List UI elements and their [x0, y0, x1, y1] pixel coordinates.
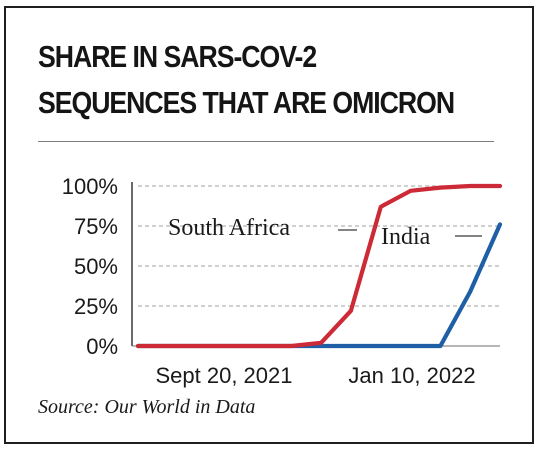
chart-title-line-1: SHARE IN SARS-COV-2 — [38, 39, 317, 74]
series-line-india — [135, 222, 503, 349]
series-label-india: India — [381, 224, 431, 250]
series-label-south-africa: South Africa — [168, 215, 290, 241]
series-lines — [135, 183, 503, 349]
y-tick-label: 50% — [74, 254, 118, 279]
y-tick-label: 0% — [86, 334, 118, 359]
title-divider — [38, 141, 494, 142]
chart-title: SHARE IN SARS-COV-2 SEQUENCES THAT ARE O… — [38, 34, 455, 126]
x-tick-label: Jan 10, 2022 — [348, 363, 475, 388]
axis-lines — [131, 182, 500, 347]
chart-frame — [4, 6, 534, 444]
y-tick-label: 25% — [74, 294, 118, 319]
y-tick-label: 75% — [74, 214, 118, 239]
series-line-south-africa — [135, 183, 503, 349]
grid-lines — [138, 185, 500, 307]
chart-labels: 0% 25% 50% 75% 100% Sept 20, 2021 Jan 10, 2022… — [62, 174, 482, 388]
source-note: Source: Our World in Data — [38, 396, 256, 418]
y-tick-label: 100% — [62, 174, 118, 199]
chart-title-line-2: SEQUENCES THAT ARE OMICRON — [38, 85, 455, 120]
x-tick-label: Sept 20, 2021 — [155, 363, 292, 388]
